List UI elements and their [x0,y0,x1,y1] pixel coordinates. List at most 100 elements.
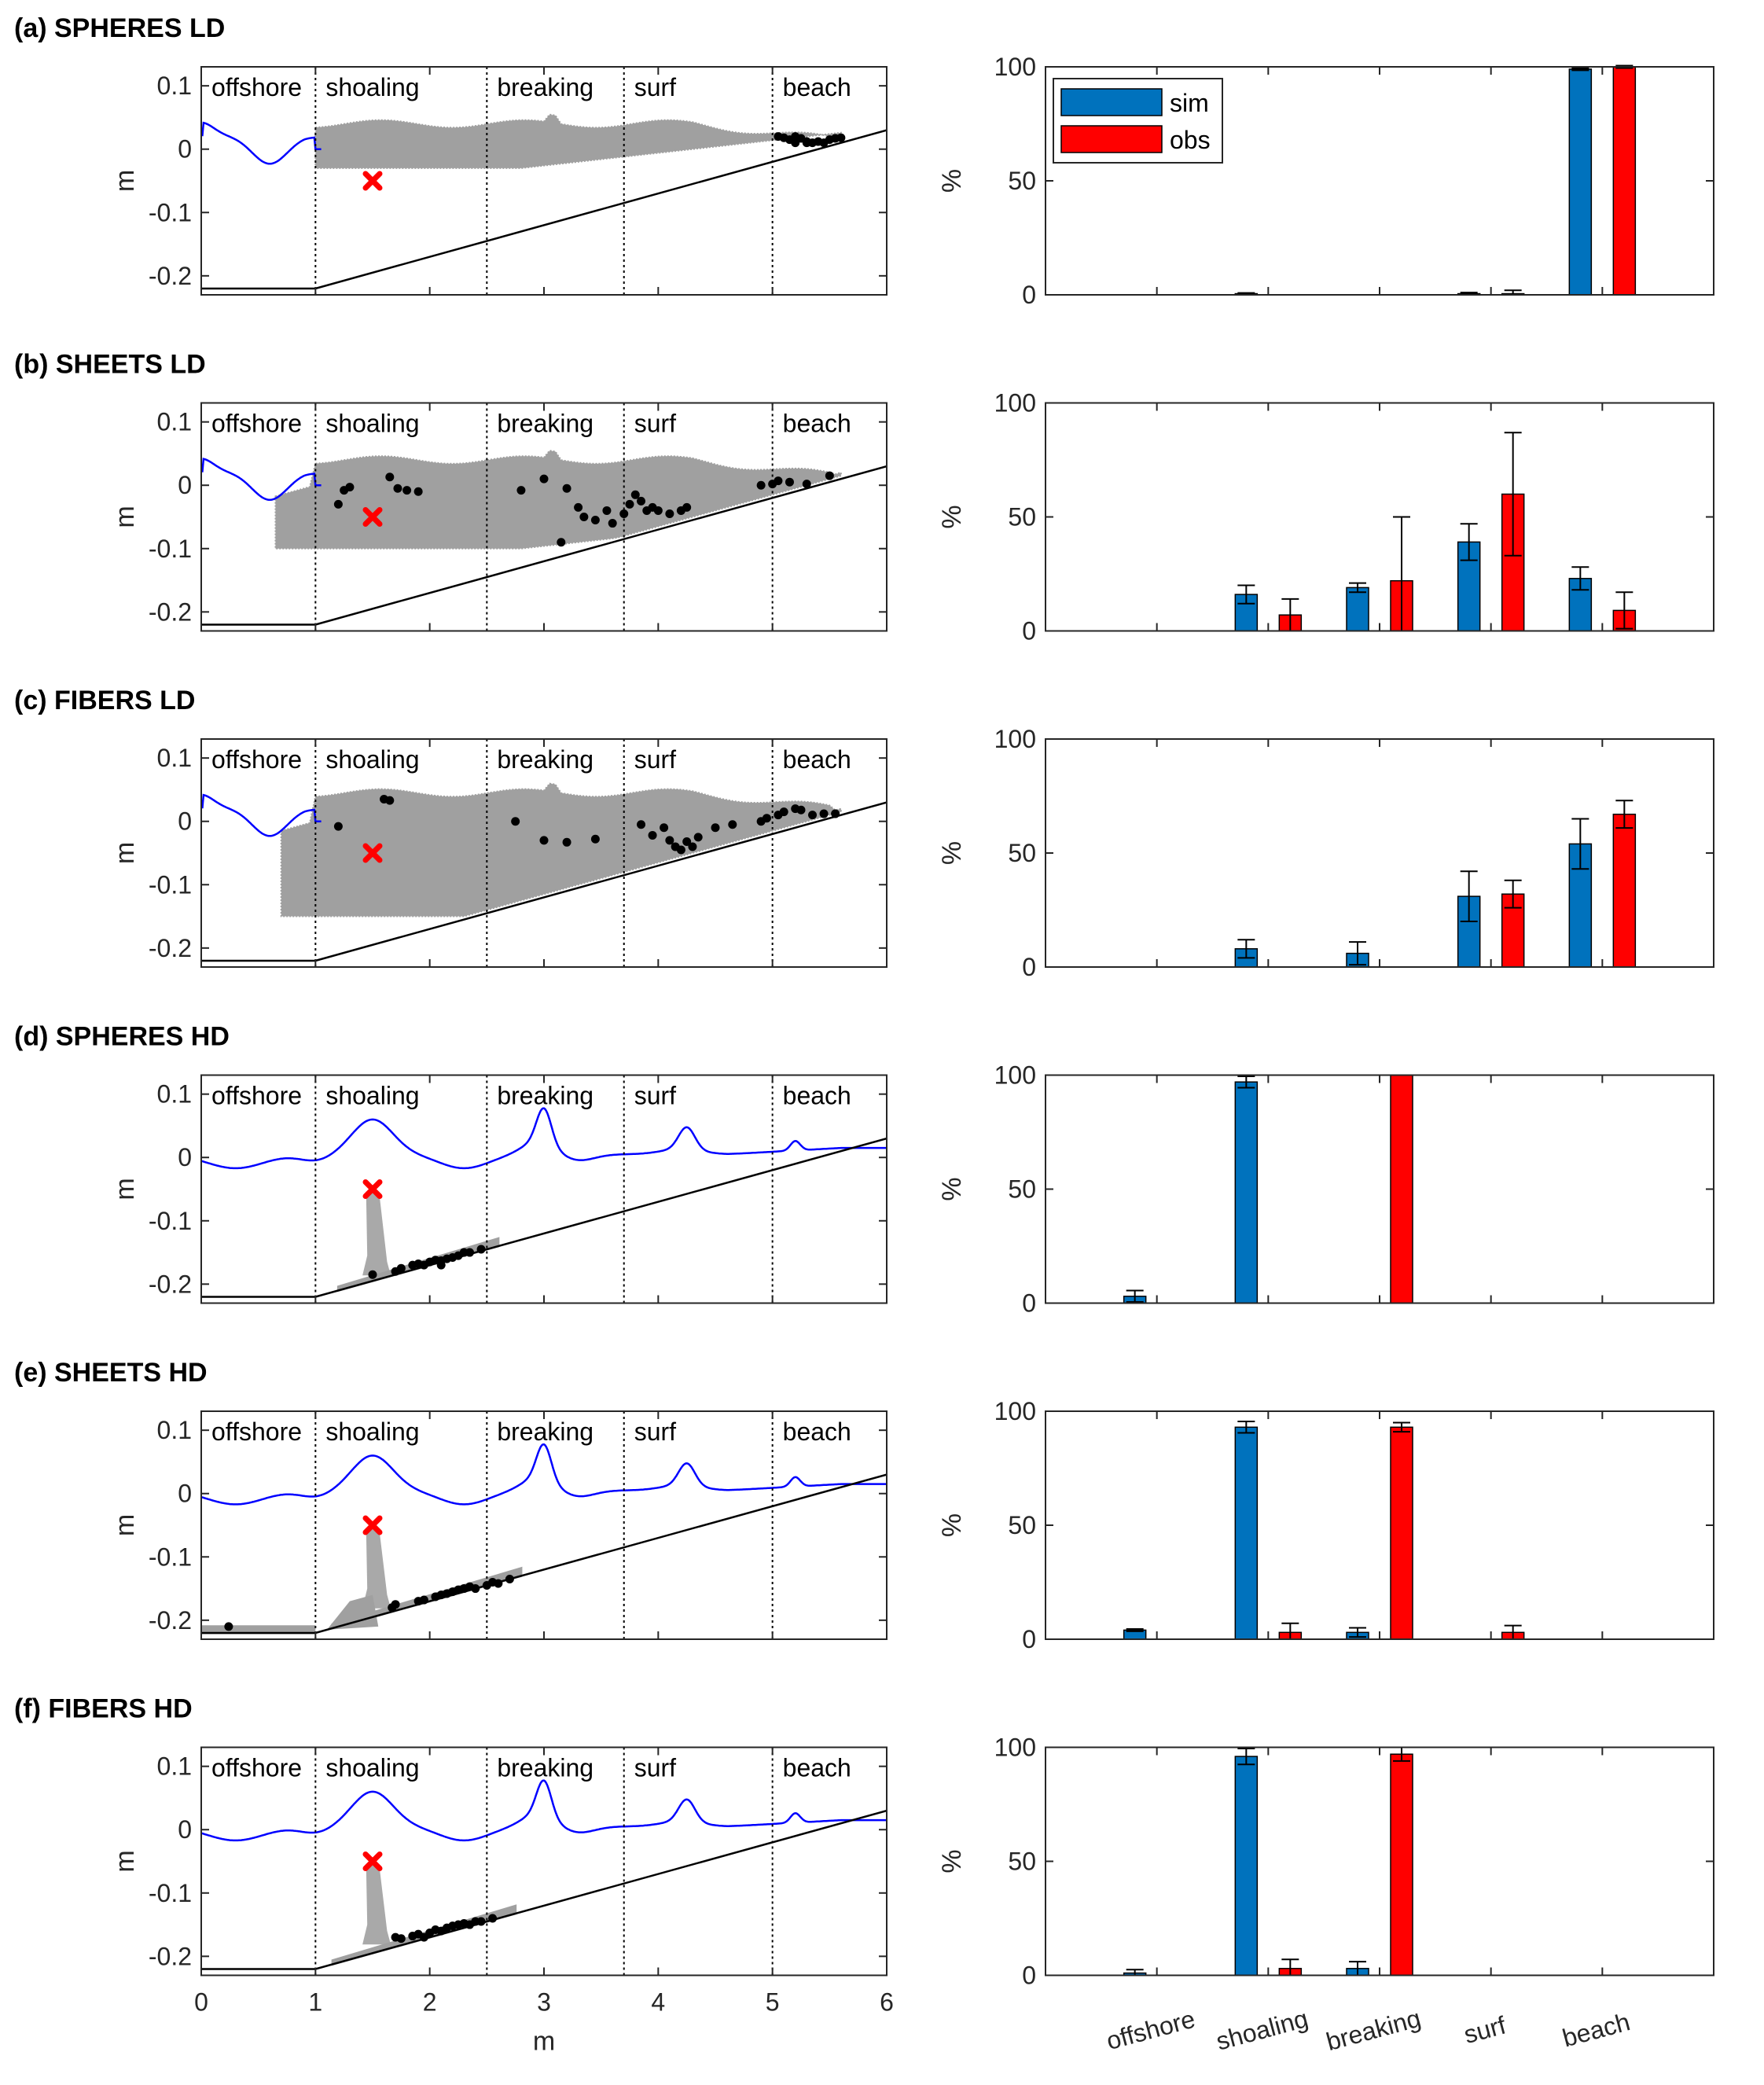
y-axis-label: % [937,841,967,865]
y-tick-label: 0 [1022,617,1036,645]
profile-plot: offshore shoaling breaking surf beach 0.1 0 -0.… [110,402,888,632]
bar-obs-breaking [1390,1753,1413,1977]
zone-label: breaking [497,1754,594,1782]
y-tick-label: 0 [178,471,192,499]
panel-title: (e) SHEETS HD [14,1358,208,1388]
particle-floor-band [201,1625,316,1635]
bar-axes-frame [1045,1746,1714,1977]
deposit-point [665,836,674,845]
deposit-point [637,820,646,829]
deposit-point [608,519,617,528]
deposit-point [391,1600,400,1609]
deposit-point [637,496,646,506]
zone-label: surf [634,745,676,774]
y-tick-label: 0.1 [157,1080,192,1109]
deposit-point [682,502,692,512]
release-marker-icon [362,507,383,527]
deposit-point [802,480,811,489]
zone-label: surf [634,1082,676,1110]
deposit-point [802,138,811,148]
zone-label: offshore [211,73,302,101]
deposit-point [511,817,520,826]
legend: sim obs [1053,78,1223,164]
panel-title: (a) SPHERES LD [14,13,225,43]
y-tick-label: 100 [994,1061,1036,1090]
zone-label: breaking [497,410,594,438]
bar-chart: 100 50 0% [937,1061,1714,1318]
deposit-point [562,484,571,493]
zone-label: offshore [211,1082,302,1110]
y-tick-label: 50 [1008,1511,1036,1539]
y-tick-label: -0.2 [149,262,192,290]
deposit-point [762,814,771,823]
profile-plot: offshore shoaling breaking surf beach 0.1 0 -0.… [110,1746,888,1977]
deposit-point [653,506,663,515]
particle-plume [362,1528,391,1609]
zone-label: beach [783,1754,851,1782]
deposit-point [476,1917,486,1926]
deposit-point [825,471,834,480]
y-tick-label: -0.2 [149,1270,192,1298]
error-bar [1615,591,1634,630]
error-bar [1615,800,1634,829]
error-bar [1126,1627,1144,1632]
legend-swatch-sim [1060,88,1163,116]
y-tick-label: -0.2 [149,934,192,962]
bar-sim-shoaling [1234,1081,1259,1304]
zone-label: offshore [211,1754,302,1782]
y-tick-label: 100 [994,53,1036,81]
y-axis-label: m [110,1514,140,1536]
deposit-point [819,809,829,818]
y-tick-label: 0.1 [157,72,192,100]
deposit-point [224,1622,233,1631]
zone-label: breaking [497,1082,594,1110]
bar-sim-breaking [1346,587,1369,632]
y-tick-label: 100 [994,389,1036,417]
profile-plot-area [201,1443,887,1635]
deposit-point [648,830,657,840]
deposit-point [516,486,526,495]
y-tick-label: 50 [1008,1848,1036,1876]
error-bar [1460,870,1478,922]
deposit-point [419,1595,428,1605]
deposit-point [590,516,600,525]
error-bar [1571,67,1589,72]
profile-plot: offshore shoaling breaking surf beach 0.1 0 -0.… [110,738,888,968]
y-axis-label: m [110,1850,140,1872]
profile-plot-area [201,782,887,962]
bar-obs-breaking [1390,1074,1413,1304]
zone-label: beach [783,73,851,101]
bar-axes-frame [1045,1074,1714,1304]
deposit-point [488,1914,498,1923]
release-marker-icon [362,1515,383,1535]
bathymetry-line [201,1473,887,1635]
panel-1: (a) SPHERES LD offshore shoaling breaking su… [14,13,1714,309]
deposit-point [756,480,766,490]
water-surface-line [201,1779,887,1842]
deposit-point [774,476,783,486]
legend-swatch-obs [1060,125,1163,153]
zone-label: surf [634,73,676,101]
deposit-point [693,833,703,842]
deposit-point [368,1270,377,1279]
deposit-point [625,499,634,509]
deposit-point [385,796,395,805]
y-axis-label: % [937,505,967,528]
error-bar [1349,941,1366,966]
y-tick-label: 50 [1008,1175,1036,1204]
particle-plume [362,1863,391,1945]
deposit-point [574,502,583,512]
deposit-point [711,823,720,833]
particle-skirt [326,1594,379,1630]
y-tick-label: 0 [1022,953,1036,981]
particle-cloud [314,113,842,169]
y-tick-label: -0.2 [149,1606,192,1635]
error-bar [1504,879,1522,909]
panel-3: (c) FIBERS LD offshore shoaling breaking sur… [14,686,1714,981]
water-surface-line [201,458,322,501]
zone-label: surf [634,410,676,438]
deposit-point [831,809,840,818]
error-bar [1349,1627,1366,1638]
zone-label: breaking [497,1418,594,1446]
y-axis-label: m [110,842,140,864]
